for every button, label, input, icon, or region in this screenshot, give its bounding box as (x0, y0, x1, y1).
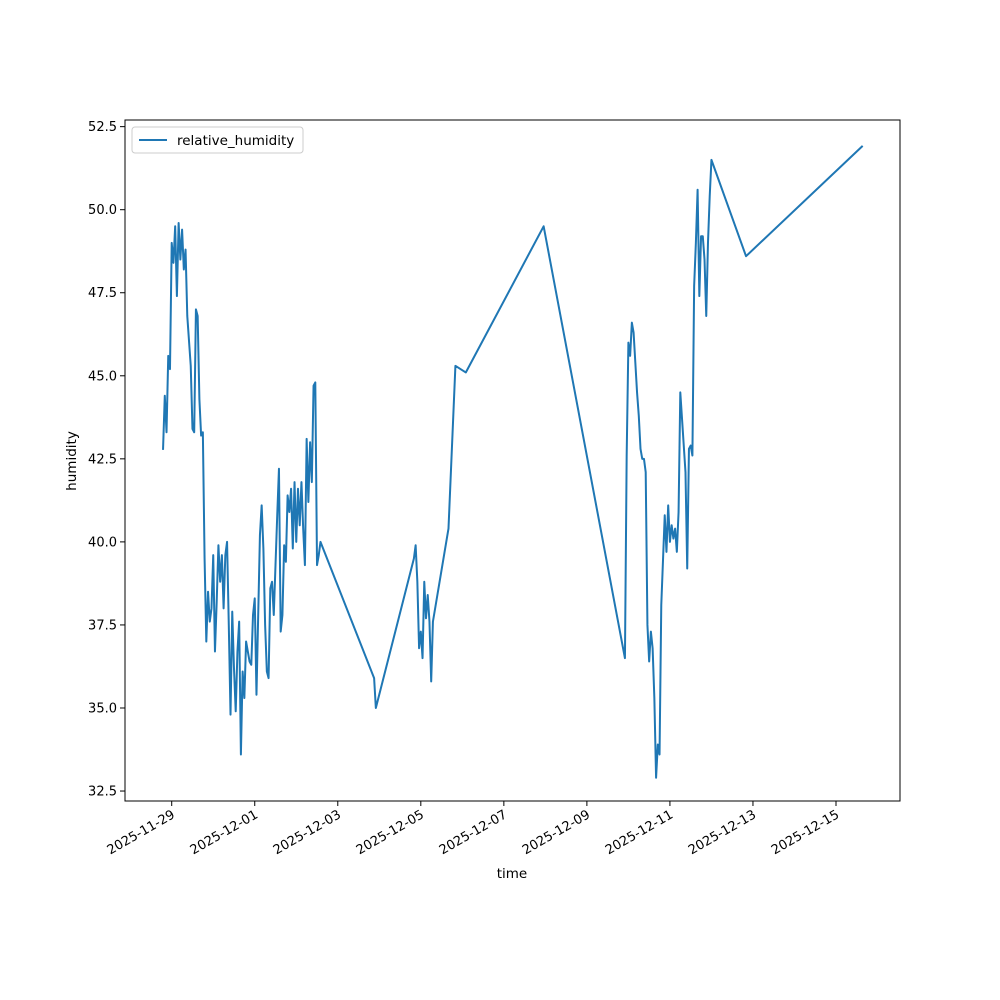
y-tick-label: 42.5 (88, 452, 117, 467)
y-tick-label: 32.5 (88, 785, 117, 800)
legend-label: relative_humidity (177, 133, 294, 149)
y-tick-label: 37.5 (88, 618, 117, 633)
y-tick-label: 50.0 (88, 203, 117, 218)
plot-frame (124, 119, 901, 802)
y-tick-label: 40.0 (88, 535, 117, 550)
y-axis-label: humidity (64, 431, 80, 491)
y-tick-label: 52.5 (88, 120, 117, 135)
y-tick-label: 35.0 (88, 701, 117, 716)
y-axis: 32.5 35.0 37.5 40.0 42.5 45.0 47.5 50.0 52.5 (88, 120, 125, 800)
legend-box (131, 126, 304, 154)
series-layer (162, 145, 864, 779)
y-tick-label: 47.5 (88, 286, 117, 301)
legend: relative_humidity (131, 126, 304, 154)
series-line-0 (162, 145, 864, 779)
x-axis-label: time (497, 866, 528, 882)
y-tick-label: 45.0 (88, 369, 117, 384)
